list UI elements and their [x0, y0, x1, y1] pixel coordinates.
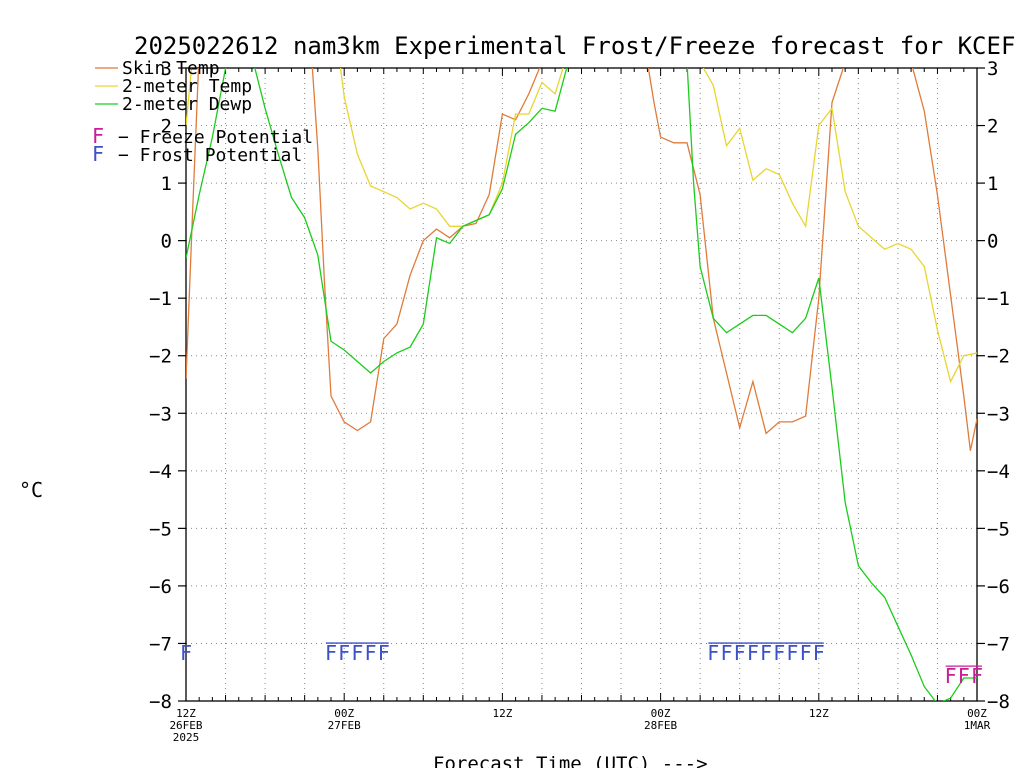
y-tick-label-right: 0	[987, 231, 998, 253]
legend-flag-letter: F	[92, 124, 104, 148]
y-axis-label: °C	[19, 478, 43, 502]
frost-flag: F	[707, 641, 719, 665]
y-axis-ticks: 3 3 2 2 1 1 0 0 −1 −1 −2 −2 −3 −3 −4 −4 −5 −5 −6 −6 −7 −7 −8 −8	[149, 58, 1010, 713]
chart-title: 2025022612 nam3km Experimental Frost/Fre…	[134, 32, 1015, 60]
legend-flag-letter: F	[92, 142, 104, 166]
legend-label-3: 2-meter Dewp	[122, 94, 252, 115]
frost-flag: F	[760, 641, 772, 665]
frost-flag: F	[734, 641, 746, 665]
legend-flag-label: − Freeze Potential	[118, 127, 313, 148]
legend-flag-label: − Frost Potential	[118, 145, 302, 166]
freeze-flag: F	[945, 664, 957, 688]
frost-flag: F	[800, 641, 812, 665]
frost-flag: F	[786, 641, 798, 665]
frost-flag: F	[813, 641, 825, 665]
y-tick-label-left: −5	[149, 518, 172, 540]
frost-flag: F	[351, 641, 363, 665]
series-line-2	[186, 68, 977, 384]
y-tick-label-right: −6	[987, 576, 1010, 598]
y-tick-label-right: −7	[987, 633, 1010, 655]
series-lines	[186, 68, 977, 701]
y-tick-label-right: −3	[987, 403, 1010, 425]
y-tick-label-right: −4	[987, 461, 1010, 483]
frost-flag: F	[365, 641, 377, 665]
x-tick-label: 12Z	[176, 707, 196, 720]
x-tick-label: 1MAR	[964, 719, 991, 732]
x-tick-label: 12Z	[809, 707, 829, 720]
series-line-1	[186, 68, 977, 451]
plot-frame	[185, 67, 978, 702]
frost-flag: F	[378, 641, 390, 665]
y-tick-label-right: 3	[987, 58, 998, 80]
y-tick-label-left: 3	[161, 58, 172, 80]
grid-lines	[186, 68, 977, 701]
y-tick-label-left: −8	[149, 691, 172, 713]
frost-flag: F	[325, 641, 337, 665]
y-tick-label-right: −1	[987, 288, 1010, 310]
frost-freeze-flags: F F F F F F F F F F F F F F FF F F	[180, 641, 983, 688]
freeze-flag: F	[958, 664, 970, 688]
freeze-flag: F	[971, 664, 983, 688]
frost-flag: F	[773, 641, 785, 665]
x-tick-label: 26FEB	[169, 719, 202, 732]
y-tick-label-left: −1	[149, 288, 172, 310]
y-tick-label-right: −5	[987, 518, 1010, 540]
x-tick-label: 00Z	[967, 707, 987, 720]
x-tick-label: 27FEB	[328, 719, 361, 732]
y-tick-label-left: −6	[149, 576, 172, 598]
x-tick-label: 2025	[173, 731, 200, 744]
frost-flag: F	[747, 641, 759, 665]
y-tick-label-left: −2	[149, 346, 172, 368]
series-line-3	[186, 68, 977, 701]
legend-label-1: Skin Temp	[122, 58, 220, 79]
x-axis-label: Forecast Time (UTC) --->	[433, 753, 708, 768]
y-tick-label-right: −2	[987, 346, 1010, 368]
y-tick-label-left: −7	[149, 633, 172, 655]
y-tick-label-right: 2	[987, 116, 998, 138]
y-tick-label-right: 1	[987, 173, 998, 195]
y-tick-label-left: −4	[149, 461, 172, 483]
y-tick-label-right: −8	[987, 691, 1010, 713]
y-tick-label-left: 0	[161, 231, 172, 253]
y-tick-label-left: 1	[161, 173, 172, 195]
y-tick-label-left: −3	[149, 403, 172, 425]
legend-label-2: 2-meter Temp	[122, 76, 252, 97]
x-tick-label: 00Z	[651, 707, 671, 720]
x-tick-label: 28FEB	[644, 719, 677, 732]
frost-flag: F	[180, 641, 192, 665]
frost-flag: F	[338, 641, 350, 665]
x-tick-label: 12Z	[492, 707, 512, 720]
frost-flag: F	[720, 641, 732, 665]
x-tick-label: 00Z	[334, 707, 354, 720]
y-tick-label-left: 2	[161, 116, 172, 138]
